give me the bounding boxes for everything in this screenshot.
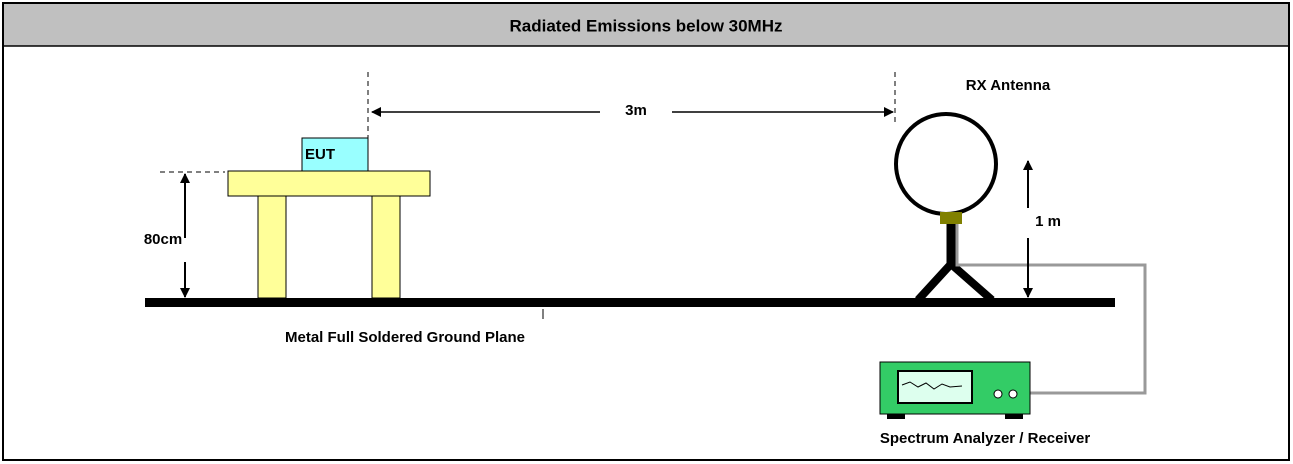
antenna-base [940, 212, 962, 224]
cable [955, 224, 1147, 395]
eut-box [301, 137, 369, 172]
antenna-label: RX Antenna [966, 77, 1051, 94]
distance-label: 3m [625, 102, 647, 119]
antenna-leg [915, 261, 954, 303]
eut-label: EUT [305, 146, 335, 163]
ground-plane [145, 298, 1115, 307]
knob [1008, 389, 1018, 399]
title: Radiated Emissions below 30MHz [509, 16, 782, 35]
knob [993, 389, 1003, 399]
trace [901, 381, 963, 390]
ground-label: Metal Full Soldered Ground Plane [285, 329, 525, 346]
foot [1005, 414, 1023, 419]
analyzer-screen [897, 370, 973, 404]
header-band [4, 4, 1288, 46]
foot [887, 414, 905, 419]
analyzer-label: Spectrum Analyzer / Receiver [880, 430, 1091, 447]
height-label: 80cm [144, 231, 182, 248]
table-leg [257, 195, 287, 299]
table-leg [371, 195, 401, 299]
table-top [227, 170, 431, 197]
antenna-leg [948, 260, 995, 304]
antenna-height-label: 1 m [1035, 213, 1061, 230]
